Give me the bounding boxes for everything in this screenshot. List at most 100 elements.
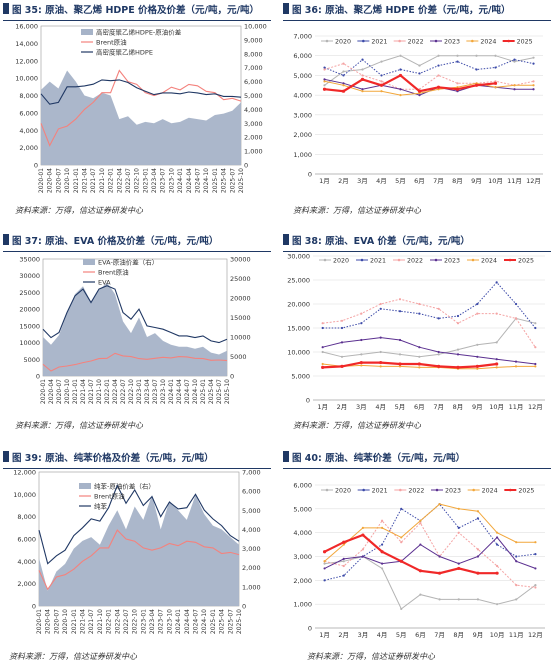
data-point-2023: [399, 88, 402, 91]
data-point-2021: [456, 60, 459, 63]
chart-eva-spread-by-year: 0 5,000 10,000 15,000 20,000 25,000 30,000 1月 2月…: [287, 253, 545, 411]
data-point-2020: [437, 54, 440, 57]
series-line-product: [40, 79, 242, 105]
y-axis-tick-label: 1,000: [293, 601, 312, 609]
panel-title: 图 39: 原油、纯苯价格及价差（元/吨，元/吨）: [12, 453, 214, 464]
legend-marker-2020: [325, 39, 329, 43]
panel-title: 图 38: 原油、EVA 价差（元/吨，元/吨）: [292, 236, 470, 247]
x-axis-date-label: 2023-10: [160, 379, 167, 404]
data-point-2020: [495, 603, 499, 606]
x-axis-date-label: 2022-01: [108, 168, 115, 193]
data-point-2024: [494, 86, 497, 89]
y-axis-tick-label: 3,000: [293, 111, 312, 119]
title-rule: [3, 468, 271, 469]
data-point-2024: [361, 90, 364, 93]
data-point-2023: [534, 567, 537, 570]
right-axis-tick-label: 3,000: [244, 120, 263, 128]
x-axis-date-label: 2023-10: [166, 609, 173, 634]
x-axis-month-label: 1月: [319, 177, 330, 185]
data-point-2021: [437, 64, 440, 67]
x-axis-month-label: 4月: [377, 631, 388, 639]
data-point-2022: [456, 82, 459, 85]
x-axis-month-label: 5月: [395, 177, 406, 185]
legend-label: Brent原油: [94, 492, 125, 501]
data-point-2022: [340, 319, 344, 322]
legend-label: 2024: [480, 38, 496, 45]
x-axis-month-label: 12月: [528, 631, 543, 639]
legend-label: 2023: [445, 487, 461, 494]
y-axis-tick-label: 5,000: [293, 72, 312, 80]
data-point-2020: [534, 322, 537, 325]
data-point-2020: [400, 607, 403, 611]
x-axis-date-label: 2024-07: [195, 168, 202, 193]
legend-label: 2022: [408, 487, 424, 494]
data-point-2022: [534, 586, 537, 589]
data-point-2025: [321, 365, 325, 369]
data-point-2025: [399, 559, 403, 563]
data-point-2025: [455, 87, 460, 91]
panel-fig38: 图 38: 原油、EVA 价差（元/吨，元/吨） 0 5,000 10,000 15,…: [283, 233, 551, 433]
x-axis-date-label: 2024-04: [176, 379, 183, 404]
data-point-2021: [475, 68, 478, 71]
source-note: 资料来源：万得，信达证券研发中心: [293, 421, 421, 430]
x-axis-month-label: 11月: [509, 403, 524, 411]
data-point-2020: [513, 60, 516, 63]
data-point-2020: [419, 593, 422, 596]
legend-label: EVA: [98, 279, 111, 287]
series-line-2024: [324, 503, 536, 562]
series-line-2025: [324, 533, 498, 575]
y-axis-tick-label: 4,000: [293, 529, 312, 537]
data-point-2023: [456, 353, 460, 356]
x-axis-date-label: 2022-01: [104, 379, 111, 404]
data-point-2020: [475, 54, 478, 57]
data-point-2021: [476, 302, 479, 306]
right-axis-tick-label: 0: [244, 162, 248, 170]
data-point-2025: [418, 569, 423, 573]
legend-marker-2022: [397, 258, 401, 262]
data-point-2025: [495, 571, 499, 575]
data-point-2025: [379, 83, 384, 87]
data-point-2025: [322, 87, 327, 91]
data-point-2025: [436, 85, 441, 89]
legend-marker-2022: [399, 488, 402, 492]
data-point-2025: [360, 77, 365, 81]
x-axis-month-label: 3月: [358, 631, 369, 639]
right-axis-tick-label: 1,000: [242, 583, 261, 591]
left-axis-tick-label: 10,000: [13, 491, 36, 499]
data-point-2021: [323, 579, 326, 582]
data-point-2025: [474, 83, 479, 87]
data-point-2022: [534, 346, 537, 349]
data-point-2021: [361, 58, 364, 61]
series-line-2021: [322, 281, 536, 329]
data-point-2025: [476, 571, 480, 575]
data-point-2023: [476, 555, 480, 558]
legend-marker-2025: [509, 488, 512, 492]
panel-title: 图 37: 原油、EVA 价格及价差（元/吨，元/吨）: [12, 236, 219, 247]
left-axis-tick-label: 4,000: [19, 127, 38, 135]
data-point-2023: [323, 78, 326, 81]
data-point-2021: [515, 555, 518, 558]
data-point-2024: [398, 365, 402, 368]
data-point-2021: [418, 72, 421, 75]
data-point-2024: [419, 519, 422, 522]
title-marker: [283, 234, 289, 245]
legend-label: 2021: [370, 257, 386, 264]
data-point-2020: [323, 562, 326, 565]
data-point-2025: [322, 550, 327, 554]
x-axis-date-label: 2022-10: [128, 379, 135, 404]
legend-label: Brent原油: [96, 38, 127, 47]
x-axis-date-label: 2022-04: [114, 609, 121, 634]
legend-marker-2020: [325, 488, 329, 492]
data-point-2021: [532, 62, 535, 65]
data-point-2024: [323, 80, 326, 83]
data-point-2025: [417, 89, 422, 93]
data-point-2021: [380, 543, 384, 546]
data-point-2023: [532, 88, 535, 91]
y-axis-tick-label: 0: [308, 625, 312, 633]
data-point-2023: [495, 536, 499, 539]
data-point-2021: [323, 66, 326, 69]
legend-label: 2020: [335, 38, 351, 45]
x-axis-date-label: 2022-01: [106, 609, 113, 634]
y-axis-tick-label: 2,000: [293, 131, 312, 139]
data-point-2021: [400, 507, 403, 510]
